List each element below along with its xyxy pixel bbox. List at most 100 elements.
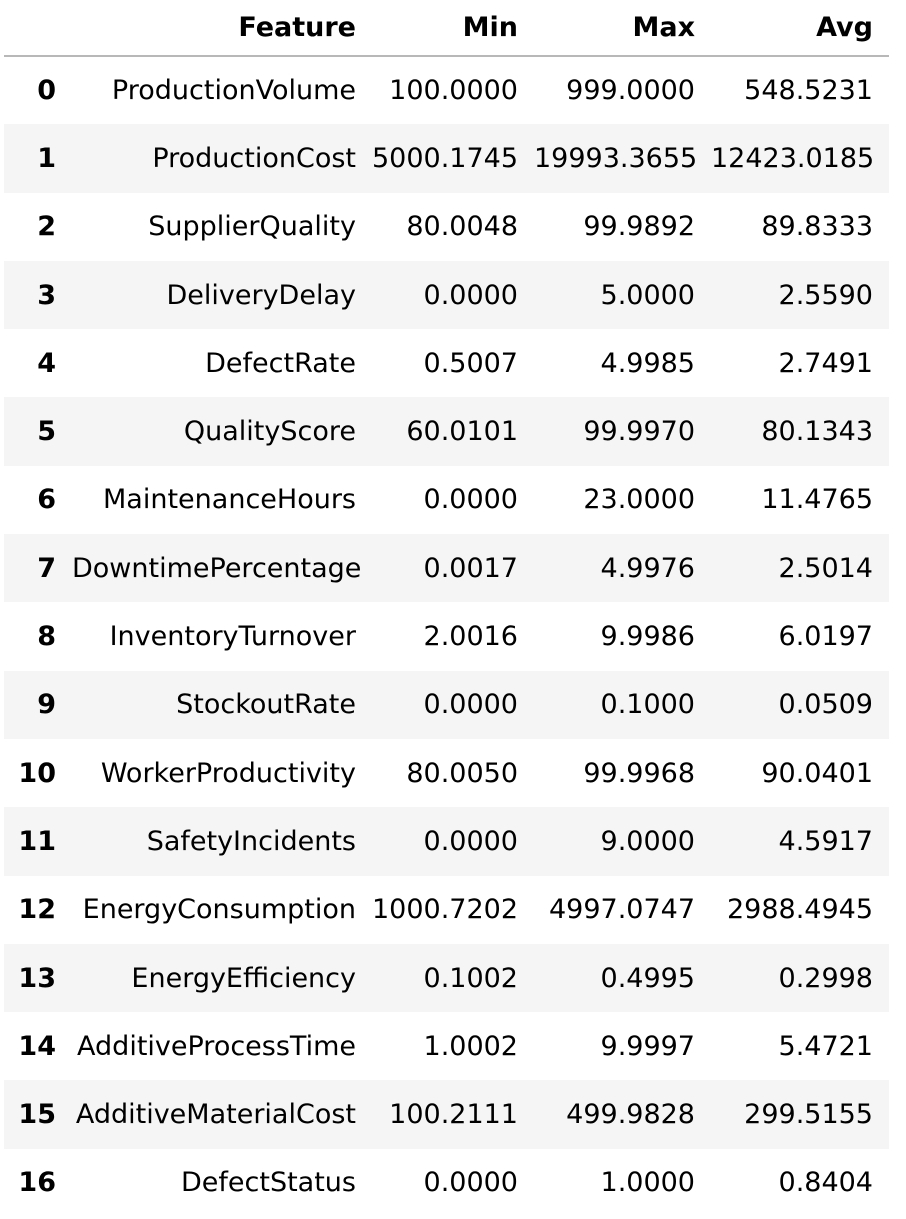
cell-max: 9.0000 <box>600 825 695 857</box>
dataframe-table-container: Feature Min Max Avg 0 ProductionVolume 100… <box>4 0 889 1217</box>
cell-feature: InventoryTurnover <box>109 621 356 653</box>
row-index: 16 <box>18 1167 56 1199</box>
row-index: 0 <box>37 75 56 107</box>
table-row: 3 DeliveryDelay 0.0000 5.0000 2.5590 <box>4 260 889 330</box>
cell-max: 0.4995 <box>600 962 695 994</box>
table-row: 9 StockoutRate 0.0000 0.1000 0.0509 <box>4 670 889 739</box>
cell-max: 99.9892 <box>583 211 695 243</box>
table-row: 1 ProductionCost 5000.1745 19993.3655 12423.… <box>4 124 889 193</box>
cell-max: 99.9968 <box>583 757 695 789</box>
cell-feature: SupplierQuality <box>148 211 356 243</box>
header-max: Max <box>534 0 711 57</box>
table-row: 2 SupplierQuality 80.0048 99.9892 89.8333 <box>4 193 889 261</box>
cell-avg: 5.4721 <box>778 1030 873 1062</box>
cell-avg: 2988.4945 <box>726 894 873 926</box>
cell-avg: 12423.0185 <box>711 142 875 174</box>
table-row: 13 EnergyEfficiency 0.1002 0.4995 0.2998 <box>4 943 889 1013</box>
cell-max: 0.1000 <box>600 689 695 721</box>
cell-avg: 90.0401 <box>761 757 873 789</box>
row-index: 15 <box>18 1099 56 1131</box>
cell-avg: 2.5590 <box>778 279 873 311</box>
cell-feature: AdditiveMaterialCost <box>75 1099 356 1131</box>
cell-avg: 80.1343 <box>761 416 873 448</box>
table-row: 0 ProductionVolume 100.0000 999.0000 548.523… <box>4 56 889 124</box>
table-row: 7 DowntimePercentage 0.0017 4.9976 2.5014 <box>4 534 889 603</box>
cell-feature: WorkerProductivity <box>100 757 356 789</box>
cell-max: 23.0000 <box>583 484 695 516</box>
cell-avg: 548.5231 <box>744 75 873 107</box>
cell-min: 0.0000 <box>423 484 518 516</box>
cell-avg: 0.0509 <box>778 689 873 721</box>
cell-max: 4.9985 <box>600 347 695 379</box>
cell-min: 100.0000 <box>389 75 518 107</box>
cell-feature: ProductionCost <box>152 142 356 174</box>
cell-feature: StockoutRate <box>176 689 356 721</box>
table-row: 14 AdditiveProcessTime 1.0002 9.9997 5.4721 <box>4 1012 889 1080</box>
table-row: 10 WorkerProductivity 80.0050 99.9968 90.040… <box>4 739 889 807</box>
cell-avg: 89.8333 <box>761 211 873 243</box>
cell-feature: DefectStatus <box>181 1167 356 1199</box>
row-index: 2 <box>37 211 56 243</box>
cell-feature: DeliveryDelay <box>166 279 356 311</box>
cell-avg: 2.7491 <box>778 347 873 379</box>
cell-min: 5000.1745 <box>372 142 519 174</box>
cell-max: 19993.3655 <box>534 142 698 174</box>
row-index: 3 <box>37 279 56 311</box>
table-row: 16 DefectStatus 0.0000 1.0000 0.8404 <box>4 1149 889 1217</box>
row-index: 9 <box>37 689 56 721</box>
table-row: 15 AdditiveMaterialCost 100.2111 499.9828 29… <box>4 1080 889 1149</box>
row-index: 1 <box>37 142 56 174</box>
table-row: 6 MaintenanceHours 0.0000 23.0000 11.4765 <box>4 466 889 534</box>
cell-max: 1.0000 <box>600 1167 695 1199</box>
cell-avg: 0.2998 <box>778 962 873 994</box>
cell-min: 80.0048 <box>406 211 518 243</box>
cell-max: 9.9986 <box>600 621 695 653</box>
table-body: 0 ProductionVolume 100.0000 999.0000 548.523… <box>4 56 889 1217</box>
table-row: 5 QualityScore 60.0101 99.9970 80.1343 <box>4 397 889 466</box>
cell-max: 4997.0747 <box>548 894 695 926</box>
table-header: Feature Min Max Avg <box>4 0 889 57</box>
dataframe-table: Feature Min Max Avg 0 ProductionVolume 100… <box>4 0 889 1217</box>
row-index: 6 <box>37 484 56 516</box>
header-avg: Avg <box>711 0 889 57</box>
row-index: 11 <box>18 825 56 857</box>
cell-min: 2.0016 <box>423 621 518 653</box>
row-index: 5 <box>37 416 56 448</box>
cell-min: 0.0000 <box>423 825 518 857</box>
cell-min: 80.0050 <box>406 757 518 789</box>
cell-max: 99.9970 <box>583 416 695 448</box>
cell-max: 9.9997 <box>600 1030 695 1062</box>
row-index: 14 <box>18 1030 56 1062</box>
cell-avg: 6.0197 <box>778 621 873 653</box>
row-index: 8 <box>37 621 56 653</box>
cell-feature: EnergyConsumption <box>82 894 356 926</box>
table-row: 11 SafetyIncidents 0.0000 9.0000 4.5917 <box>4 807 889 876</box>
cell-avg: 0.8404 <box>778 1167 873 1199</box>
header-feature: Feature <box>72 0 372 57</box>
row-index: 13 <box>18 962 56 994</box>
cell-min: 1.0002 <box>423 1030 518 1062</box>
cell-avg: 2.5014 <box>778 552 873 584</box>
cell-feature: DefectRate <box>205 347 356 379</box>
table-row: 12 EnergyConsumption 1000.7202 4997.0747 298… <box>4 876 889 944</box>
cell-feature: SafetyIncidents <box>146 825 356 857</box>
row-index: 4 <box>37 347 56 379</box>
cell-min: 0.1002 <box>423 962 518 994</box>
cell-avg: 4.5917 <box>778 825 873 857</box>
cell-min: 100.2111 <box>389 1099 518 1131</box>
header-index <box>4 0 72 57</box>
cell-min: 1000.7202 <box>372 894 519 926</box>
cell-feature: QualityScore <box>183 416 356 448</box>
cell-avg: 11.4765 <box>761 484 873 516</box>
cell-max: 999.0000 <box>566 75 695 107</box>
cell-feature: EnergyEfficiency <box>131 962 356 994</box>
cell-min: 0.0000 <box>423 279 518 311</box>
cell-feature: AdditiveProcessTime <box>77 1030 356 1062</box>
cell-feature: ProductionVolume <box>111 75 356 107</box>
cell-feature: DowntimePercentage <box>72 552 362 584</box>
header-min: Min <box>372 0 534 57</box>
cell-max: 5.0000 <box>600 279 695 311</box>
row-index: 10 <box>18 757 56 789</box>
cell-min: 60.0101 <box>406 416 518 448</box>
cell-max: 4.9976 <box>600 552 695 584</box>
